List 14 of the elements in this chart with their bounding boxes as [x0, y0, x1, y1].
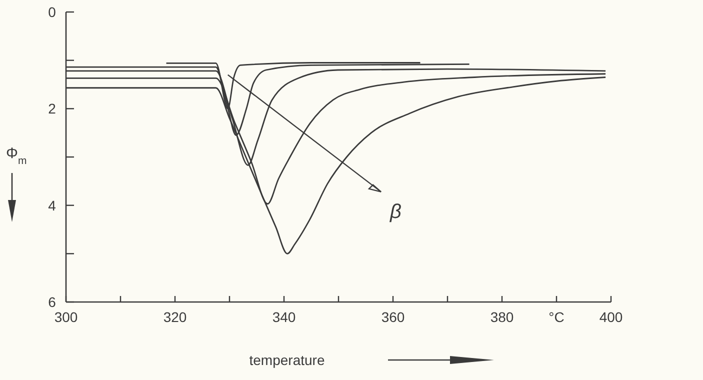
x-tick-label: °C	[548, 309, 564, 325]
y-tick-label: 4	[48, 197, 56, 214]
y-tick-label: 2	[48, 100, 56, 117]
y-tick-label: 6	[48, 294, 56, 310]
x-tick-label: 320	[163, 309, 187, 325]
x-axis-title: temperature	[249, 352, 325, 368]
y-tick-label: 0	[48, 4, 56, 20]
x-tick-label: 400	[599, 309, 623, 325]
x-tick-label: 340	[272, 309, 296, 325]
x-tick-label: 300	[54, 309, 78, 325]
annotation: β	[389, 201, 402, 223]
y-axis-title: Φ$_{m}$	[6, 145, 27, 167]
x-tick-label: 360	[381, 309, 405, 325]
x-tick-label: 380	[490, 309, 514, 325]
